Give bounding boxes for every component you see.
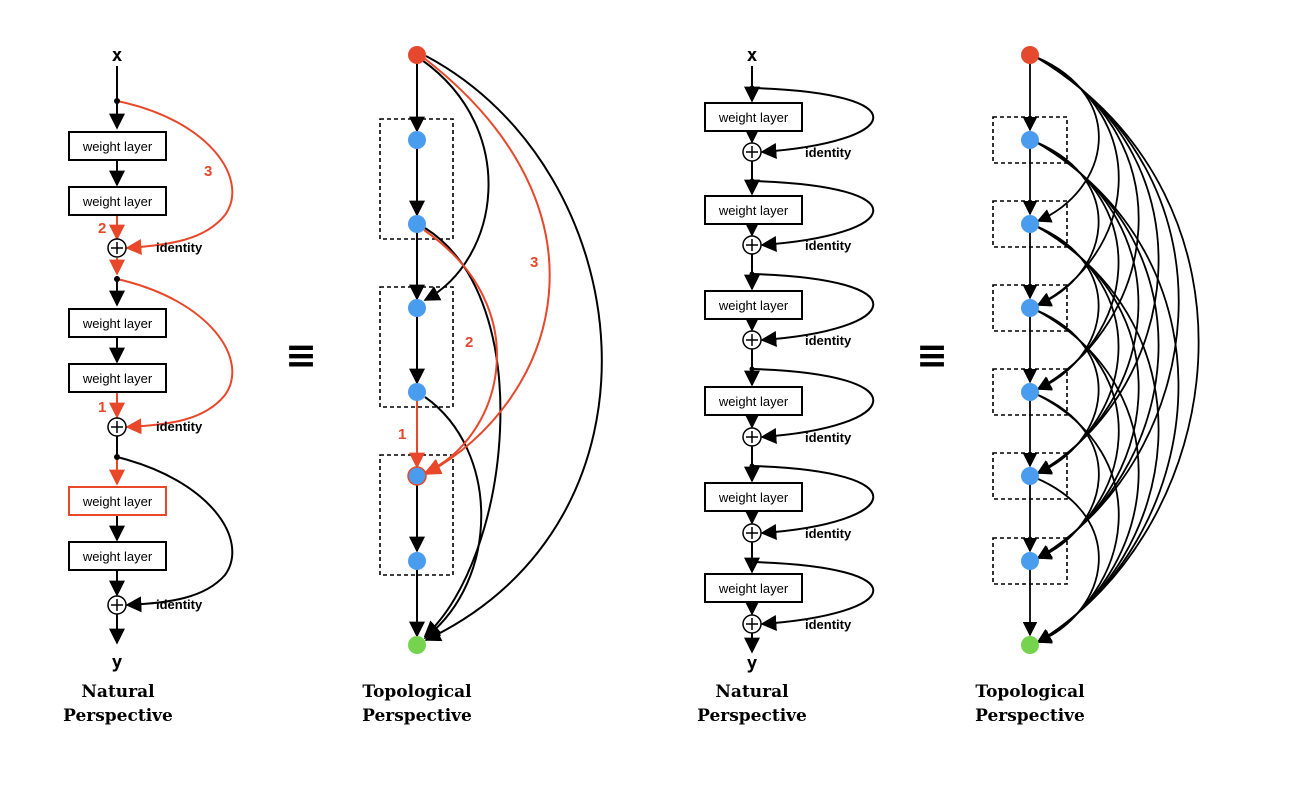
svg-text:weight layer: weight layer: [718, 298, 789, 313]
caption-topological-line2: Perspective: [362, 706, 472, 726]
caption-topological-line1: Topological: [362, 682, 472, 702]
hidden-node: [408, 299, 426, 317]
skip-connection-1: [116, 456, 234, 613]
weight-layer: weight layer: [704, 290, 803, 320]
weight-layer-highlighted: weight layer: [68, 486, 167, 516]
identity-label: identity: [156, 240, 203, 255]
add-node-icon: [107, 238, 127, 258]
svg-text:weight layer: weight layer: [718, 110, 789, 125]
panel-natural-6-blocks: weight layer identity weight layer identity…: [697, 45, 875, 726]
hidden-node: [1021, 299, 1039, 317]
add-node-icon: [107, 595, 127, 615]
input-x-label: x: [112, 45, 123, 66]
hidden-node: [408, 383, 426, 401]
skip-connection: [751, 561, 875, 631]
caption-natural-line1: Natural: [81, 682, 155, 702]
svg-text:weight layer: weight layer: [82, 316, 153, 331]
add-node-icon: [742, 614, 762, 634]
add-node-icon: [742, 330, 762, 350]
svg-text:weight layer: weight layer: [82, 139, 153, 154]
hidden-node: [408, 215, 426, 233]
weight-layer: weight layer: [704, 482, 803, 512]
hidden-node: [1021, 552, 1039, 570]
output-node: [408, 636, 426, 654]
svg-text:weight layer: weight layer: [82, 371, 153, 386]
hidden-node: [408, 131, 426, 149]
identity-label: identity: [805, 526, 852, 541]
weight-layer: weight layer: [704, 386, 803, 416]
output-y-label: y: [747, 653, 758, 674]
hidden-node: [1021, 383, 1039, 401]
path-number-3: 3: [530, 254, 538, 271]
skip-connection: [751, 368, 875, 444]
add-node-icon: [107, 417, 127, 437]
input-node: [408, 46, 426, 64]
path-number-2: 2: [465, 334, 473, 351]
identity-label: identity: [805, 430, 852, 445]
add-node-icon: [742, 427, 762, 447]
identity-label: identity: [805, 238, 852, 253]
caption-natural-line2: Perspective: [697, 706, 807, 726]
svg-text:weight layer: weight layer: [82, 494, 153, 509]
equivalence-symbol: ≡: [916, 333, 948, 377]
skip-connection: [751, 465, 875, 540]
path-number-1: 1: [398, 426, 406, 443]
path-number-3: 3: [204, 163, 212, 180]
add-node-icon: [742, 142, 762, 162]
hidden-node: [408, 552, 426, 570]
identity-label: identity: [156, 419, 203, 434]
hidden-node-highlighted: [407, 466, 427, 486]
svg-text:weight layer: weight layer: [718, 203, 789, 218]
skip-connection-3: [116, 100, 234, 255]
panel-topological-6-blocks: Topological Perspective: [975, 46, 1200, 726]
panel-natural-3-blocks: x weight layer: [63, 45, 234, 726]
weight-layer: weight layer: [68, 541, 167, 571]
identity-label: identity: [805, 333, 852, 348]
svg-text:weight layer: weight layer: [718, 394, 789, 409]
caption-natural-line2: Perspective: [63, 706, 173, 726]
identity-label: identity: [805, 617, 852, 632]
input-node: [1021, 46, 1039, 64]
add-node-icon: [742, 523, 762, 543]
output-y-label: y: [112, 652, 123, 673]
weight-layer: weight layer: [704, 573, 803, 603]
svg-text:weight layer: weight layer: [718, 581, 789, 596]
caption-topological-line2: Perspective: [975, 706, 1085, 726]
hidden-node: [1021, 131, 1039, 149]
add-node-icon: [742, 235, 762, 255]
equivalence-symbol: ≡: [285, 333, 317, 377]
skip-connection: [751, 87, 875, 159]
weight-layer: weight layer: [704, 195, 803, 225]
svg-text:weight layer: weight layer: [82, 549, 153, 564]
path-number-1: 1: [98, 399, 106, 416]
identity-label: identity: [156, 597, 203, 612]
caption-topological-line1: Topological: [975, 682, 1085, 702]
skip-connection-2: [116, 278, 234, 435]
identity-label: identity: [805, 145, 852, 160]
svg-text:weight layer: weight layer: [82, 194, 153, 209]
input-x-label: x: [747, 45, 758, 66]
caption-natural-line1: Natural: [715, 682, 789, 702]
hidden-node: [1021, 467, 1039, 485]
weight-layer: weight layer: [68, 131, 167, 161]
output-node: [1021, 636, 1039, 654]
panel-topological-3-blocks: 3 2 1 Topological Perspective: [362, 46, 603, 726]
weight-layer: weight layer: [68, 363, 167, 393]
skip-connection: [751, 180, 875, 252]
path-number-2: 2: [98, 220, 106, 237]
svg-text:weight layer: weight layer: [718, 490, 789, 505]
weight-layer: weight layer: [704, 102, 803, 132]
weight-layer: weight layer: [68, 186, 167, 216]
weight-layer: weight layer: [68, 308, 167, 338]
skip-connection: [751, 273, 875, 347]
hidden-node: [1021, 215, 1039, 233]
